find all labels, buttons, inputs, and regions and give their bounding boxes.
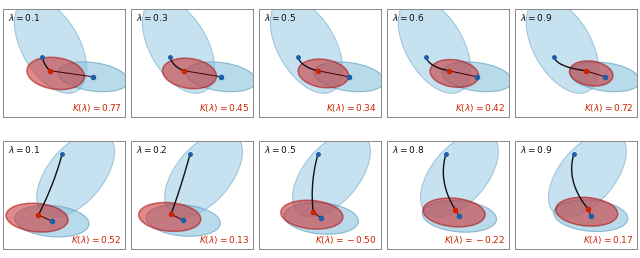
Ellipse shape (186, 62, 257, 92)
Text: $\lambda = 0.6$: $\lambda = 0.6$ (392, 12, 424, 23)
Ellipse shape (6, 203, 68, 232)
Text: $\lambda = 0.9$: $\lambda = 0.9$ (520, 144, 552, 155)
Text: $\lambda = 0.8$: $\lambda = 0.8$ (392, 144, 424, 155)
Text: $K(\lambda) = 0.72$: $K(\lambda) = 0.72$ (584, 102, 633, 114)
Text: $K(\lambda) = 0.42$: $K(\lambda) = 0.42$ (455, 102, 505, 114)
Text: $K(\lambda) = 0.34$: $K(\lambda) = 0.34$ (326, 102, 377, 114)
Text: $\lambda = 0.1$: $\lambda = 0.1$ (8, 12, 40, 23)
Ellipse shape (422, 200, 497, 232)
Ellipse shape (292, 132, 371, 217)
Ellipse shape (36, 132, 115, 217)
Ellipse shape (142, 0, 214, 93)
Ellipse shape (163, 58, 216, 89)
Ellipse shape (281, 200, 343, 229)
Text: $K(\lambda) = -0.50$: $K(\lambda) = -0.50$ (316, 234, 377, 246)
Ellipse shape (420, 132, 499, 217)
Ellipse shape (398, 0, 470, 93)
Ellipse shape (270, 0, 342, 93)
Ellipse shape (139, 203, 201, 231)
Ellipse shape (570, 61, 613, 86)
Text: $K(\lambda) = 0.52$: $K(\lambda) = 0.52$ (71, 234, 122, 246)
Text: $K(\lambda) = -0.22$: $K(\lambda) = -0.22$ (444, 234, 505, 246)
Ellipse shape (284, 203, 358, 234)
Ellipse shape (423, 198, 485, 227)
Ellipse shape (164, 132, 243, 217)
Ellipse shape (15, 205, 89, 237)
Text: $\lambda = 0.1$: $\lambda = 0.1$ (8, 144, 40, 155)
Ellipse shape (15, 0, 87, 93)
Text: $K(\lambda) = 0.77$: $K(\lambda) = 0.77$ (72, 102, 122, 114)
Ellipse shape (554, 200, 628, 231)
Ellipse shape (298, 59, 349, 88)
Ellipse shape (442, 62, 512, 92)
Text: $\lambda = 0.2$: $\lambda = 0.2$ (136, 144, 168, 155)
Ellipse shape (146, 205, 220, 236)
Ellipse shape (570, 62, 640, 92)
Ellipse shape (526, 0, 598, 93)
Text: $K(\lambda) = 0.13$: $K(\lambda) = 0.13$ (198, 234, 250, 246)
Ellipse shape (430, 60, 479, 87)
Text: $K(\lambda) = 0.17$: $K(\lambda) = 0.17$ (582, 234, 633, 246)
Ellipse shape (556, 197, 618, 226)
Ellipse shape (548, 132, 627, 217)
Ellipse shape (58, 62, 129, 92)
Text: $\lambda = 0.5$: $\lambda = 0.5$ (264, 12, 296, 23)
Text: $\lambda = 0.5$: $\lambda = 0.5$ (264, 144, 296, 155)
Ellipse shape (314, 62, 385, 92)
Text: $\lambda = 0.9$: $\lambda = 0.9$ (520, 12, 552, 23)
Text: $\lambda = 0.3$: $\lambda = 0.3$ (136, 12, 168, 23)
Text: $K(\lambda) = 0.45$: $K(\lambda) = 0.45$ (199, 102, 250, 114)
Ellipse shape (27, 57, 84, 90)
